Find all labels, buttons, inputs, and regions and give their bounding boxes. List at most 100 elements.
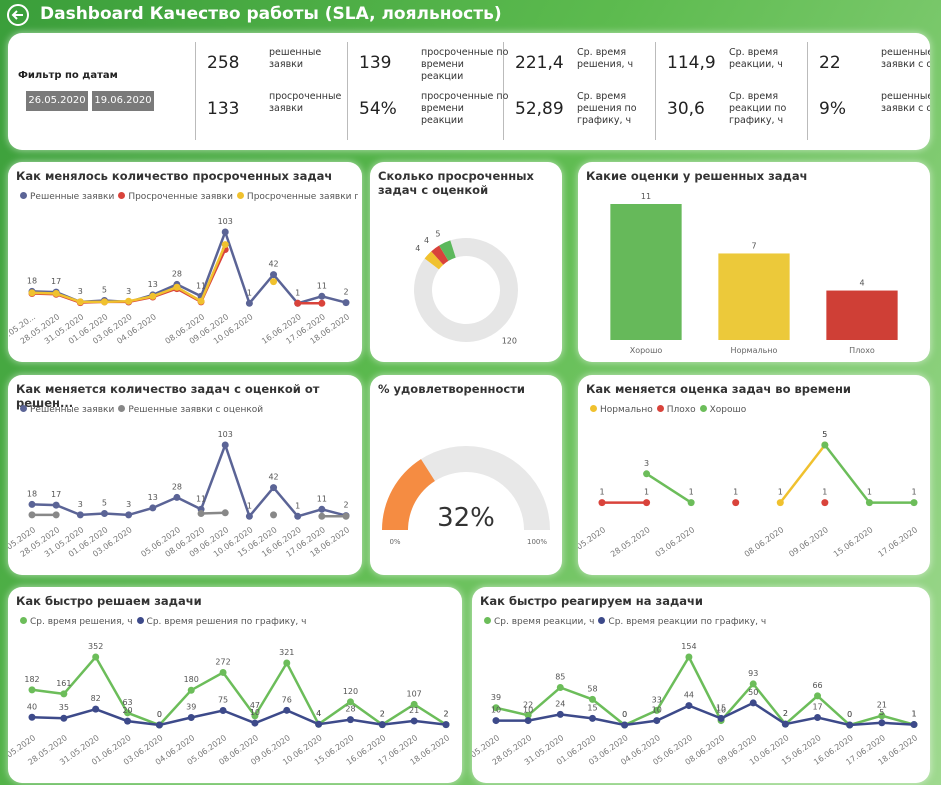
data-point xyxy=(410,717,418,725)
chart-title: Как быстро решаем задачи xyxy=(16,594,202,608)
legend-label[interactable]: Плохо xyxy=(666,405,696,415)
separator xyxy=(195,42,196,140)
data-point xyxy=(342,512,350,520)
data-point xyxy=(776,499,784,507)
data-label: 33 xyxy=(652,695,662,704)
legend-label[interactable]: Просроченные заявки xyxy=(128,192,233,202)
data-point xyxy=(221,441,229,449)
legend-swatch xyxy=(136,617,144,624)
data-label: 18 xyxy=(27,489,37,498)
legend-label[interactable]: Просроченные заявки по вре... xyxy=(246,192,358,202)
legend-swatch xyxy=(598,617,606,624)
chart-panel: 26.05.2020 28.05.2020 03.06.2020 08.06.2020… xyxy=(578,375,930,575)
legend-swatch xyxy=(236,192,244,199)
data-label: 0 xyxy=(157,710,162,719)
data-label: 103 xyxy=(218,430,233,439)
data-point xyxy=(318,299,326,307)
data-point xyxy=(821,499,829,507)
legend-swatch xyxy=(484,617,491,624)
x-tick-label: 03.06.2020 xyxy=(654,525,697,559)
data-point xyxy=(28,500,36,508)
data-point xyxy=(524,717,532,725)
data-point xyxy=(60,690,68,698)
bar xyxy=(826,290,898,340)
legend-label[interactable]: Ср. время реакции, ч xyxy=(494,617,595,627)
data-label: 10 xyxy=(716,706,726,715)
data-label: 154 xyxy=(681,642,696,651)
kpi-label: Ср. время реакции по графику, ч xyxy=(729,91,787,126)
data-label: 10 xyxy=(652,706,662,715)
data-label: 4 xyxy=(316,709,321,718)
data-point xyxy=(643,499,651,507)
chart-title: Как быстро реагируем на задачи xyxy=(480,594,703,608)
data-label: 82 xyxy=(91,694,101,703)
x-tick-label: Хорошо xyxy=(630,346,663,355)
data-label: 17 xyxy=(51,277,61,286)
data-point xyxy=(52,511,60,519)
x-tick-label: 28.05.2020 xyxy=(609,525,652,559)
legend-label[interactable]: Решенные заявки с оценкой xyxy=(128,405,264,415)
data-point xyxy=(270,484,278,492)
data-label: 1 xyxy=(247,501,252,510)
data-label: 10 xyxy=(523,706,533,715)
data-point xyxy=(492,704,500,712)
legend-label[interactable]: Ср. время решения по графику, ч xyxy=(146,617,307,627)
data-point xyxy=(76,511,84,519)
kpi-label: решенные заявки с оценкой xyxy=(881,91,930,114)
series-line xyxy=(779,444,826,504)
chart-panel: 26.05.2020 28.05.2020 31.05.2020 01.06.2020… xyxy=(8,587,462,783)
data-label: 0 xyxy=(622,710,627,719)
kpi-value: 9% xyxy=(819,99,846,119)
chart: 11 Хорошо 7 Нормально 4 Плохо xyxy=(610,192,898,355)
data-label: 1 xyxy=(599,488,604,497)
chart: 32% 0% 100% xyxy=(382,446,550,546)
data-label: 39 xyxy=(186,702,196,711)
data-label: 76 xyxy=(282,695,292,704)
series-line xyxy=(495,654,915,727)
kpi-value: 54% xyxy=(359,99,397,119)
data-label: 28 xyxy=(172,269,182,278)
x-tick-label: Плохо xyxy=(849,346,875,355)
legend-label[interactable]: Ср. время реакции по графику, ч xyxy=(608,617,767,627)
date-to[interactable]: 19.06.2020 xyxy=(92,91,154,111)
legend-label[interactable]: Хорошо xyxy=(709,405,747,415)
data-point xyxy=(76,298,84,306)
data-label: 85 xyxy=(555,672,565,681)
data-point xyxy=(621,721,629,729)
slice-label: 4 xyxy=(424,236,429,245)
data-label: 1 xyxy=(911,710,916,719)
back-button[interactable] xyxy=(4,1,34,31)
data-label: 3 xyxy=(78,500,83,509)
x-tick-label: 09.06.2020 xyxy=(787,525,830,559)
data-point xyxy=(219,668,227,676)
legend-label[interactable]: Решенные заявки xyxy=(30,192,115,202)
data-label: 28 xyxy=(345,705,355,714)
bar xyxy=(610,204,682,340)
data-label: 7 xyxy=(751,241,756,250)
data-point xyxy=(100,298,108,306)
data-point xyxy=(492,717,500,725)
data-label: 3 xyxy=(644,459,649,468)
kpi-value: 133 xyxy=(207,99,240,119)
gauge-value xyxy=(382,459,435,530)
x-tick-label: 08.06.2020 xyxy=(743,525,786,559)
legend-label[interactable]: Решенные заявки xyxy=(30,405,115,415)
date-from[interactable]: 26.05.2020 xyxy=(26,91,88,111)
data-point xyxy=(270,271,278,279)
data-label: 2 xyxy=(443,710,448,719)
chart-panel: 11 Хорошо 7 Нормально 4 Плохо Какие оценки у р… xyxy=(578,162,930,362)
data-label: 5 xyxy=(102,499,107,508)
legend-swatch xyxy=(699,405,707,412)
data-label: 13 xyxy=(148,280,158,289)
data-point xyxy=(342,299,350,307)
legend-label[interactable]: Нормально xyxy=(600,405,653,415)
legend-label[interactable]: Ср. время решения, ч xyxy=(30,617,133,627)
data-label: 5 xyxy=(822,430,827,439)
data-point xyxy=(92,705,100,713)
data-label: 1 xyxy=(911,710,916,719)
data-label: 10 xyxy=(491,706,501,715)
data-label: 42 xyxy=(268,260,278,269)
data-point xyxy=(28,713,36,721)
legend-swatch xyxy=(118,405,126,412)
